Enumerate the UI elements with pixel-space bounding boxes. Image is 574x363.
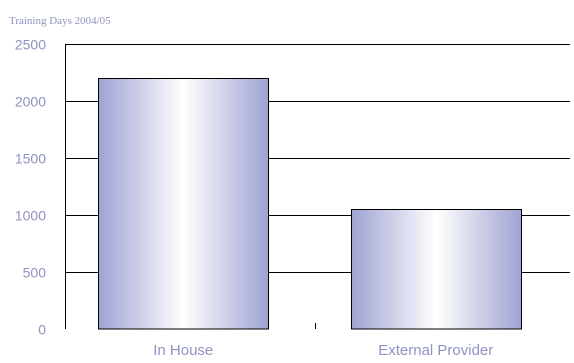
y-tick-label: 2500 xyxy=(15,37,46,53)
chart-title: Training Days 2004/05 xyxy=(9,15,111,27)
y-tick-label: 1500 xyxy=(15,151,46,167)
y-tick-labels: 0 500 1000 1500 2000 2500 xyxy=(15,37,46,338)
bar xyxy=(98,78,269,330)
bar xyxy=(351,209,522,330)
y-tick-label: 500 xyxy=(23,265,47,281)
bars xyxy=(98,78,522,330)
y-tick-label: 2000 xyxy=(15,94,46,110)
x-tick-label: In House xyxy=(153,342,213,358)
x-tick-labels: In House External Provider xyxy=(153,342,493,359)
y-tick-label: 0 xyxy=(38,322,46,338)
y-tick-label: 1000 xyxy=(15,208,46,224)
axes xyxy=(65,44,316,329)
x-tick-label: External Provider xyxy=(378,342,493,358)
